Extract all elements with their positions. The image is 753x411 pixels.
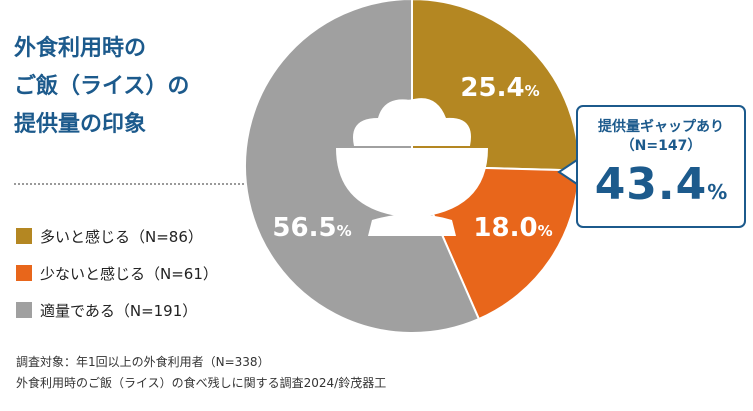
rice-bowl-icon	[336, 98, 488, 236]
slice-value-label: 18.0%	[473, 213, 552, 243]
legend-swatch	[16, 265, 32, 281]
legend-item: 少ないと感じる（N=61）	[16, 263, 218, 283]
legend-item: 多いと感じる（N=86）	[16, 226, 218, 246]
chart-title: 外食利用時の ご飯（ライス）の 提供量の印象	[14, 30, 254, 144]
legend-swatch	[16, 302, 32, 318]
slice-labels: 25.4%18.0%56.5%	[272, 73, 552, 243]
callout-sample-size: （N=147）	[620, 138, 702, 154]
callout-value-unit: %	[707, 180, 728, 204]
footnote-line: 外食利用時のご飯（ライス）の食べ残しに関する調査2024/鈴茂器工	[16, 376, 387, 390]
legend: 多いと感じる（N=86） 少ないと感じる（N=61） 適量である（N=191）	[16, 226, 218, 337]
dotted-divider	[14, 183, 244, 185]
callout-title: 提供量ギャップあり	[598, 119, 724, 135]
chart-title-line: 外食利用時の	[14, 36, 147, 61]
slice-value-number: 56.5	[272, 213, 336, 243]
footnotes: 調査対象：年1回以上の外食利用者（N=338） 外食利用時のご飯（ライス）の食べ…	[16, 352, 386, 394]
legend-swatch	[16, 228, 32, 244]
slice-value-unit: %	[525, 82, 540, 100]
slice-value-number: 18.0	[473, 213, 537, 243]
slice-value-number: 25.4	[460, 73, 524, 103]
chart-title-line: ご飯（ライス）の	[14, 74, 190, 99]
callout-value: 43.4%	[578, 158, 744, 219]
footnote-line: 調査対象：年1回以上の外食利用者（N=338）	[16, 355, 270, 369]
slice-value-label: 56.5%	[272, 213, 351, 243]
chart-title-line: 提供量の印象	[14, 112, 147, 137]
callout-value-number: 43.4	[594, 159, 708, 210]
legend-label: 少ないと感じる（N=61）	[40, 264, 218, 283]
slice-value-unit: %	[337, 222, 352, 240]
gap-callout: 提供量ギャップあり （N=147） 43.4%	[576, 105, 746, 228]
slice-value-label: 25.4%	[460, 73, 539, 103]
legend-item: 適量である（N=191）	[16, 300, 218, 320]
callout-pointer	[557, 159, 578, 185]
legend-label: 多いと感じる（N=86）	[40, 227, 203, 246]
slice-value-unit: %	[538, 222, 553, 240]
legend-label: 適量である（N=191）	[40, 301, 198, 320]
